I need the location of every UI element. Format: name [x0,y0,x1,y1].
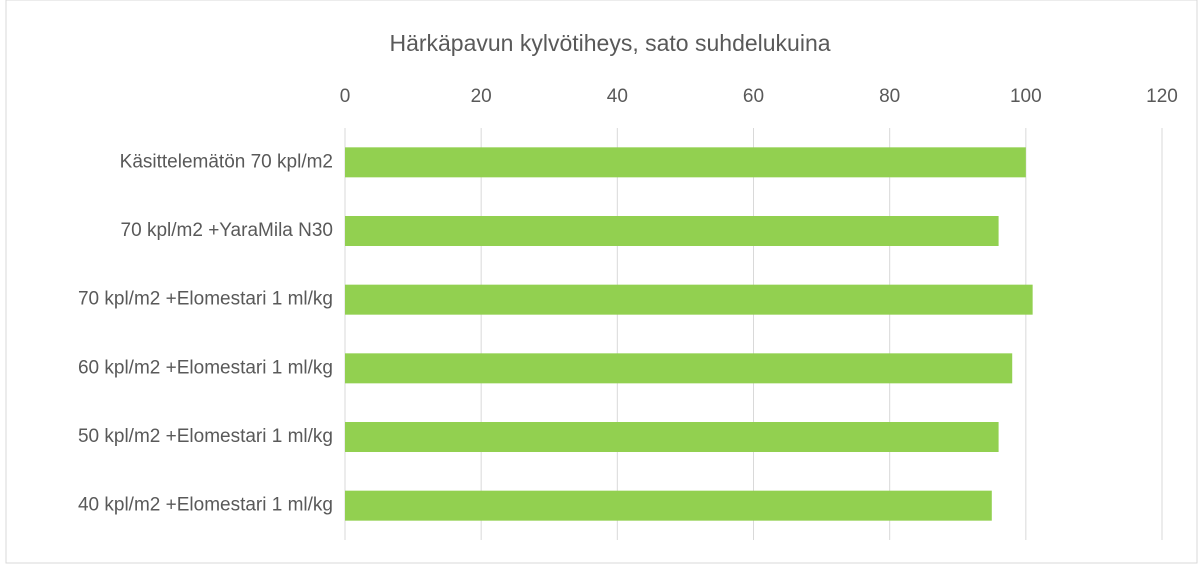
x-tick-label: 60 [743,86,764,107]
x-tick-label: 80 [879,86,900,107]
y-tick-label: 60 kpl/m2 +Elomestari 1 ml/kg [78,357,333,378]
bar [345,490,992,521]
x-tick-label: 100 [1010,86,1042,107]
x-tick-label: 120 [1146,86,1178,107]
chart-border [5,0,1198,564]
bar [345,216,999,246]
x-tick-label: 40 [607,86,628,107]
y-tick-label: 70 kpl/m2 +Elomestari 1 ml/kg [78,289,333,310]
x-tick-label: 20 [471,86,492,107]
bar [345,422,999,452]
bar [345,147,1026,178]
y-tick-label: 50 kpl/m2 +Elomestari 1 ml/kg [78,426,333,447]
chart-title: Härkäpavun kylvötiheys, sato suhdelukuin… [389,30,830,56]
bar [345,353,1013,384]
y-tick-label: Käsittelemätön 70 kpl/m2 [120,151,333,172]
y-tick-label: 70 kpl/m2 +YaraMila N30 [121,220,333,241]
y-tick-label: 40 kpl/m2 +Elomestari 1 ml/kg [78,495,333,516]
x-tick-label: 0 [340,86,351,107]
bar [345,284,1033,315]
